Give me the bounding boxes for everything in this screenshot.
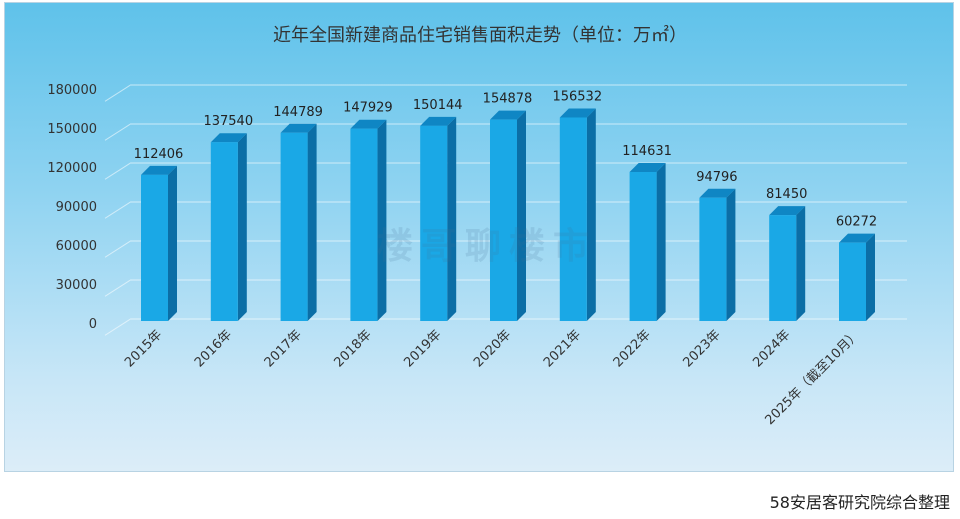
y-tick-label: 90000	[56, 200, 97, 215]
chart-title: 近年全国新建商品住宅销售面积走势（单位：万㎡）	[273, 24, 687, 46]
y-axis-ticks: 0 30000 60000 90000 120000 150000 180000	[47, 83, 97, 332]
bar-front	[769, 215, 797, 321]
bar	[210, 133, 247, 321]
bar-top	[699, 188, 736, 198]
bar-top	[769, 206, 806, 216]
y-tick-label: 180000	[47, 83, 97, 98]
bar-chart: 近年全国新建商品住宅销售面积走势（单位：万㎡） 0 30000 60000 90000…	[47, 24, 907, 428]
bar-top	[559, 108, 596, 118]
bar-front	[280, 132, 308, 321]
gridline-diag	[104, 240, 132, 258]
data-label: 137540	[203, 114, 253, 129]
bar-front	[420, 125, 448, 321]
data-label: 60272	[836, 215, 877, 230]
bar	[280, 123, 317, 322]
bar	[559, 108, 596, 322]
bar-top	[490, 110, 526, 120]
x-tick-label: 2023年	[681, 327, 724, 370]
x-tick-label: 2015年	[122, 327, 165, 370]
data-label: 144789	[273, 105, 323, 120]
bar	[839, 233, 875, 321]
x-tick-label: 2024年	[750, 327, 793, 370]
data-label: 112406	[134, 147, 184, 162]
bar-top	[350, 119, 387, 129]
bar-side	[866, 233, 875, 321]
bar-top	[839, 233, 875, 243]
data-label: 154878	[483, 92, 533, 107]
bar-side	[517, 110, 526, 321]
bar-side	[796, 206, 806, 321]
bar-side	[307, 123, 317, 322]
bar-side	[656, 162, 666, 321]
x-tick-label: 2020年	[471, 327, 514, 370]
watermark-text: 楼哥聊楼市	[377, 226, 598, 267]
y-tick-label: 0	[89, 317, 97, 332]
bar-side	[586, 108, 596, 322]
data-label: 94796	[696, 170, 737, 185]
x-axis-ticks: 2015年 2016年 2017年 2018年 2019年 2020年 2021年 2022年…	[122, 327, 863, 428]
source-note: 58安居客研究院综合整理	[769, 493, 950, 512]
x-tick-label: 2016年	[192, 327, 235, 370]
bar-front	[559, 117, 587, 322]
chart-area: 近年全国新建商品住宅销售面积走势（单位：万㎡） 0 30000 60000 90000…	[4, 2, 954, 472]
bar-side	[447, 116, 457, 321]
x-tick-label: 2019年	[401, 327, 444, 370]
bar	[699, 188, 736, 321]
bar-top	[141, 165, 177, 175]
y-tick-label: 30000	[56, 278, 97, 293]
gridline-diag	[104, 162, 132, 180]
bar-top	[210, 133, 247, 143]
bar-side	[726, 188, 736, 321]
data-label: 156532	[552, 90, 602, 105]
bar	[769, 206, 806, 321]
bar-top	[629, 162, 666, 172]
bar-top	[280, 123, 317, 133]
y-tick-label: 150000	[47, 122, 97, 137]
bar-front	[629, 171, 657, 321]
bar-side	[377, 119, 387, 322]
bar-front	[141, 174, 168, 321]
bar	[490, 110, 526, 321]
x-tick-label: 2018年	[332, 327, 375, 370]
gridline-diag	[104, 201, 132, 219]
bar-top	[420, 116, 457, 126]
bar	[629, 162, 666, 321]
bar	[350, 119, 387, 322]
bars	[141, 108, 875, 322]
x-tick-label: 2022年	[611, 327, 654, 370]
data-labels: 112406 137540 144789 147929 150144 154878 1565…	[134, 90, 878, 230]
x-tick-label: 2017年	[262, 327, 305, 370]
y-tick-label: 120000	[47, 161, 97, 176]
gridline-diag	[104, 318, 132, 336]
gridline-diag	[104, 279, 132, 297]
y-tick-label: 60000	[56, 239, 97, 254]
bar	[141, 165, 177, 321]
gridline-diag	[104, 84, 132, 102]
x-tick-label: 2021年	[541, 327, 584, 370]
bar-front	[490, 119, 517, 321]
bar-front	[350, 128, 378, 321]
data-label: 114631	[622, 144, 672, 159]
bar-side	[168, 165, 177, 321]
bar-front	[699, 197, 727, 321]
bar-front	[839, 242, 866, 321]
data-label: 81450	[766, 187, 807, 202]
gridline-diag	[104, 123, 132, 141]
data-label: 150144	[413, 98, 463, 113]
data-label: 147929	[343, 101, 393, 116]
bar-front	[210, 142, 238, 321]
bar	[420, 116, 457, 321]
bar-side	[237, 133, 247, 321]
